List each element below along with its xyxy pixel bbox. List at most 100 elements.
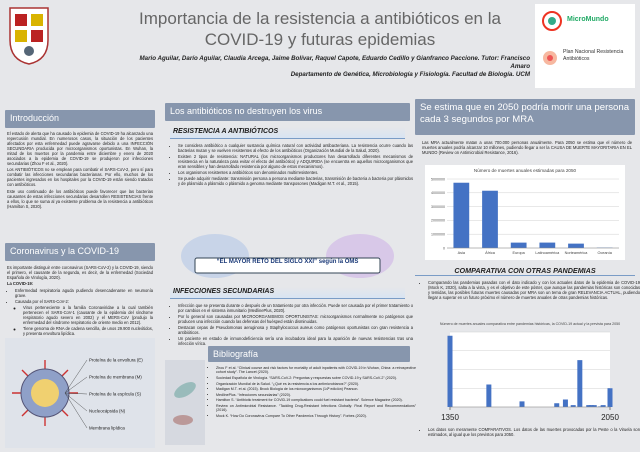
pointer bbox=[64, 359, 88, 394]
logo-text: Plan Nacional Resistencia Antibióticos bbox=[563, 49, 624, 62]
x-tick-label: 2050 bbox=[601, 413, 619, 422]
pointer bbox=[64, 392, 88, 429]
bar bbox=[447, 335, 453, 407]
y-tick-label: 2000000 bbox=[431, 219, 445, 223]
list-item: Review on Antimicrobial Resistance. “Tac… bbox=[216, 404, 416, 413]
list-item: Los organismos resistentes a antibiótico… bbox=[178, 170, 413, 175]
paragraph: El estado de alerta que ha causado la ep… bbox=[7, 131, 153, 166]
bar bbox=[453, 182, 470, 248]
y-tick-label: 1000000 bbox=[431, 233, 445, 237]
list: Zhou F et al. “Clinical course and risk … bbox=[208, 366, 416, 419]
coronavirus-text: Es importante distinguir entre coronavir… bbox=[7, 265, 153, 338]
author-list: Mario Aguilar, Darío Aguilar, Claudia Ar… bbox=[139, 55, 530, 71]
logo-icon bbox=[543, 51, 557, 65]
list-item: Virus perteneciente a la familia Coronav… bbox=[23, 305, 153, 325]
y-tick-label: 4000000 bbox=[431, 191, 445, 195]
list-item: Destacan cepas de Pseudomonas aeruginosa… bbox=[178, 325, 413, 335]
figure-label: Membrana lipídica bbox=[89, 426, 125, 431]
list-title: La COVID-19: bbox=[7, 281, 34, 287]
bar bbox=[510, 242, 527, 248]
list-item: Causada por el SARS-CoV-2: bbox=[15, 299, 153, 304]
paragraph: Es importante distinguir entre coronavir… bbox=[7, 265, 153, 280]
bar bbox=[482, 190, 498, 248]
logo-box: MicroMundo Plan Nacional Resistencia Ant… bbox=[535, 4, 635, 88]
x-tick-label: Oceanía bbox=[597, 251, 612, 255]
quote-figure bbox=[181, 234, 394, 278]
bar bbox=[562, 399, 568, 407]
list-item: Se considera antibiótico a cualquier sus… bbox=[178, 143, 413, 153]
chart: Número de muertes anuales comparativa en… bbox=[440, 322, 620, 422]
list-item: Mock K. “How Do Coronavirus Compare To O… bbox=[216, 414, 416, 418]
logo-icon bbox=[542, 11, 562, 31]
poster-title: Importancia de la resistencia a antibiót… bbox=[139, 9, 501, 50]
pointer bbox=[64, 392, 88, 412]
pointer bbox=[64, 392, 88, 395]
list-item: Un paciente en estado de inmunodeficienc… bbox=[178, 336, 413, 346]
list: Los datos son meramente COMPARATIVOS. Lo… bbox=[420, 427, 640, 438]
bar bbox=[600, 405, 606, 407]
section-title: Coronavirus y la COVID-19 bbox=[5, 243, 155, 261]
subsection-title: RESISTENCIA A ANTIBIÓTICOS bbox=[170, 127, 405, 139]
list-item: Organización Mundial de la Salud. “¿Qué … bbox=[216, 382, 416, 386]
bar bbox=[554, 403, 560, 407]
pointer bbox=[64, 376, 88, 394]
bacteria-figure bbox=[165, 360, 205, 445]
x-tick-label: Europa bbox=[513, 251, 526, 255]
x-tick-label: 1350 bbox=[441, 413, 459, 422]
quote: “EL MAYOR RETO DEL SIGLO XXI” según la O… bbox=[216, 259, 359, 265]
list-item: Existen 2 tipos de resistencia: NATURAL … bbox=[178, 154, 413, 169]
list: Se considera antibiótico a cualquier sus… bbox=[170, 143, 413, 188]
bar bbox=[577, 360, 583, 407]
y-tick-label: 0 bbox=[443, 246, 445, 250]
chart-title: Número de muertes anuales estimadas para… bbox=[474, 168, 577, 173]
paragraph: Los ANTIBIÓTICOS no se emplean para comb… bbox=[7, 167, 153, 188]
note: Los datos son meramente COMPARATIVOS. Lo… bbox=[428, 427, 640, 437]
subsection-title: COMPARATIVA CON OTRAS PANDEMIAS bbox=[415, 266, 635, 276]
department: Departamento de Genética, Microbiología … bbox=[290, 71, 530, 79]
logo-text: MicroMundo bbox=[567, 16, 609, 23]
list-item: Madigan M.T. et al. (2015). Brock Biolog… bbox=[216, 387, 416, 391]
y-tick-label: 5000000 bbox=[431, 177, 445, 181]
bar bbox=[568, 243, 584, 248]
section-title: Los antibióticos no destruyen los virus bbox=[165, 103, 410, 121]
list: Enfermedad respiratoria aguda pudiendo d… bbox=[7, 288, 153, 336]
paragraph: Las MRA actualmente matan a unas 700.000… bbox=[422, 140, 632, 155]
chart: Número de muertes anuales estimadas para… bbox=[425, 165, 625, 260]
section-title: Bibliografía bbox=[208, 346, 410, 362]
section-title: Introducción bbox=[5, 110, 155, 128]
figure-label: Nucleocápsida (N) bbox=[89, 409, 126, 414]
bar bbox=[539, 242, 556, 248]
authors: Mario Aguilar, Darío Aguilar, Claudia Ar… bbox=[120, 55, 530, 79]
y-tick-label: 3000000 bbox=[431, 205, 445, 209]
bar bbox=[519, 401, 525, 407]
list-item: Infección que se presenta durante o desp… bbox=[178, 303, 413, 313]
list-item: Hamilton S. “Antibiotic treatment for CO… bbox=[216, 398, 416, 402]
list-item: Sociedad Española de Virología. “SARS-Co… bbox=[216, 376, 416, 380]
list-item: Por lo general son causadas por MICROORG… bbox=[178, 314, 413, 324]
subsection-title: INFECCIONES SECUNDARIAS bbox=[170, 287, 405, 299]
x-tick-label: Latinoamérica bbox=[535, 251, 560, 255]
x-tick-label: Norteamérica bbox=[565, 251, 589, 255]
list: Comparando las pandemias pasadas con el … bbox=[420, 280, 640, 301]
paragraph: Comparando las pandemias pasadas con el … bbox=[428, 280, 640, 300]
list-item: Enfermedad respiratoria aguda pudiendo d… bbox=[15, 288, 153, 298]
university-shield bbox=[9, 7, 49, 65]
bar bbox=[570, 405, 576, 407]
bar bbox=[586, 405, 592, 407]
bar bbox=[591, 405, 597, 407]
list-item: Tiene genoma de RNA de cadena sencilla, … bbox=[23, 326, 153, 336]
bar bbox=[607, 388, 613, 407]
virus-figure: Proteína de la envoltura (E) Proteína de … bbox=[5, 338, 155, 448]
section-title: Se estima que en 2050 podría morir una p… bbox=[415, 99, 635, 135]
bar bbox=[588, 405, 594, 407]
bar bbox=[486, 384, 492, 407]
figure-label: Proteína de la espícula (S) bbox=[89, 392, 142, 397]
x-tick-label: África bbox=[485, 251, 496, 255]
list-item: Zhou F et al. “Clinical course and risk … bbox=[216, 366, 416, 375]
figure-label: Proteína de la envoltura (E) bbox=[89, 358, 143, 363]
paragraph: Este uso continuado de los antibióticos … bbox=[7, 188, 153, 209]
intro-text: El estado de alerta que ha causado la ep… bbox=[7, 131, 153, 210]
chart-title: Número de muertes anuales comparativa en… bbox=[440, 322, 620, 326]
x-tick-label: Asia bbox=[458, 251, 466, 255]
list: Infección que se presenta durante o desp… bbox=[170, 303, 413, 348]
